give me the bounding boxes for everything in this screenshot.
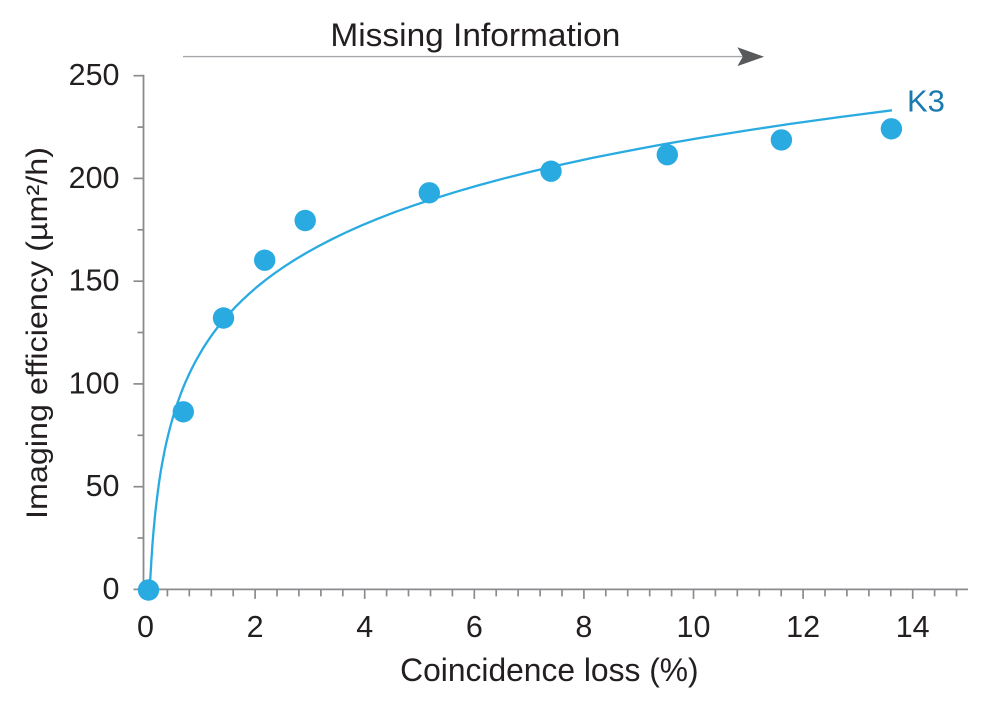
svg-text:Missing Information: Missing Information [330,17,620,53]
svg-text:Imaging efficiency (µm²/h): Imaging efficiency (µm²/h) [21,147,54,519]
svg-text:K3: K3 [907,84,945,119]
svg-text:250: 250 [69,58,120,92]
svg-text:4: 4 [356,610,373,644]
svg-text:100: 100 [69,366,120,400]
svg-text:0: 0 [137,610,154,644]
svg-text:150: 150 [69,264,120,298]
svg-text:14: 14 [896,610,930,644]
svg-text:6: 6 [466,610,483,644]
svg-text:0: 0 [103,572,120,606]
svg-text:Coincidence loss (%): Coincidence loss (%) [400,652,699,688]
svg-text:200: 200 [69,161,120,195]
svg-text:50: 50 [86,469,120,503]
svg-text:12: 12 [786,610,820,644]
svg-text:10: 10 [677,610,711,644]
svg-text:2: 2 [247,610,264,644]
svg-text:8: 8 [575,610,592,644]
